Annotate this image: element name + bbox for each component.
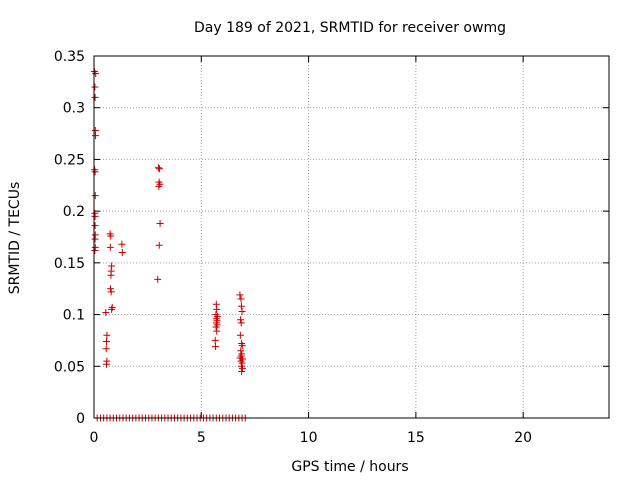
data-point <box>236 291 244 299</box>
data-point <box>237 316 245 324</box>
data-point <box>213 327 221 335</box>
y-tick-label: 0 <box>76 411 85 427</box>
data-point <box>211 343 219 351</box>
data-point <box>118 249 126 257</box>
y-tick-label: 0.1 <box>63 308 85 324</box>
axis-ticks <box>93 55 609 419</box>
data-point <box>91 93 99 101</box>
data-point <box>91 222 99 230</box>
data-point <box>106 243 114 251</box>
x-tick-label: 5 <box>197 430 206 446</box>
y-tick-label: 0.15 <box>54 256 85 272</box>
y-tick-label: 0.3 <box>63 101 85 117</box>
y-tick-label: 0.2 <box>63 204 85 220</box>
x-tick-label: 0 <box>90 430 99 446</box>
data-point <box>102 360 110 368</box>
data-point <box>155 165 163 173</box>
chart-title: Day 189 of 2021, SRMTID for receiver owm… <box>194 20 506 36</box>
plot-frame <box>93 55 610 419</box>
data-point <box>91 212 99 220</box>
data-point <box>155 182 163 190</box>
data-point <box>107 271 115 279</box>
y-tick-label: 0.05 <box>54 359 85 375</box>
x-tick-label: 20 <box>514 430 532 446</box>
x-tick-label: 10 <box>300 430 318 446</box>
data-point <box>212 323 220 331</box>
axis-tick-labels: 0 0.05 0.1 0.15 0.2 0.25 0.3 0.35 0 5 10 15 20 <box>54 49 532 446</box>
data-point <box>92 70 100 78</box>
data-point <box>102 337 110 345</box>
data-point <box>102 345 110 353</box>
data-point <box>211 336 219 344</box>
data-point <box>236 331 244 339</box>
data-point <box>238 367 246 375</box>
data-point <box>237 302 245 310</box>
x-axis-label: GPS time / hours <box>291 459 408 475</box>
data-point <box>91 168 99 176</box>
x-tick-label: 15 <box>407 430 425 446</box>
data-point <box>107 232 115 240</box>
data-point <box>154 164 162 172</box>
data-point <box>107 288 115 296</box>
data-point <box>103 331 111 339</box>
data-point <box>107 285 115 293</box>
data-point <box>91 83 99 91</box>
data-point <box>237 319 245 327</box>
data-point <box>156 220 164 228</box>
data-point <box>237 295 245 303</box>
data-point <box>155 241 163 249</box>
data-point <box>108 305 116 313</box>
data-point <box>91 235 99 243</box>
y-axis-label: SRMTID / TECUs <box>7 182 23 295</box>
data-point <box>213 305 221 313</box>
data-point <box>91 246 99 254</box>
data-point <box>118 240 126 248</box>
data-point <box>154 275 162 283</box>
y-tick-label: 0.25 <box>54 152 85 168</box>
data-point <box>102 309 110 317</box>
data-points <box>90 68 249 422</box>
data-point <box>238 342 246 350</box>
data-point <box>238 307 246 315</box>
data-point <box>91 192 99 200</box>
data-point <box>92 132 100 140</box>
y-tick-label: 0.35 <box>54 49 85 65</box>
grid-lines <box>94 56 609 418</box>
data-point <box>238 364 246 372</box>
